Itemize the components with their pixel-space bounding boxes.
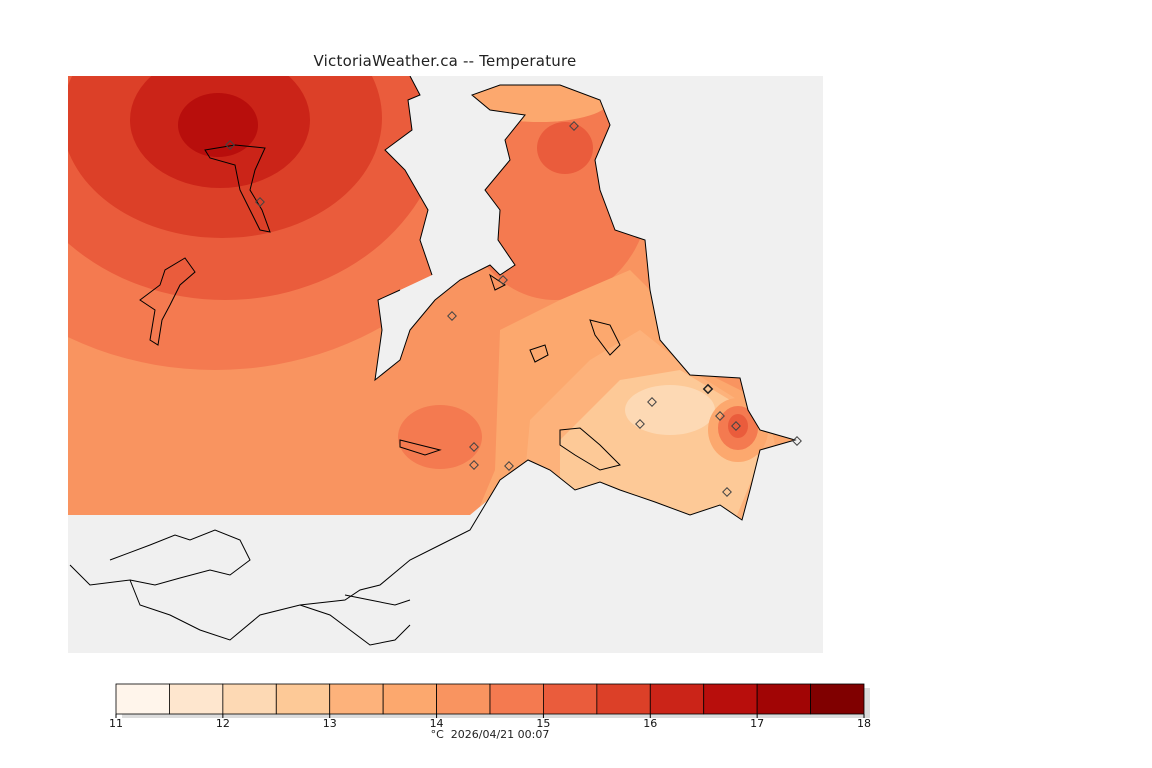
temperature-contours <box>68 76 795 520</box>
legend-tick-label: 14 <box>430 717 444 730</box>
station-marker <box>722 487 732 497</box>
color-legend: 11 12 13 14 15 16 17 18 <box>109 683 871 730</box>
station-marker <box>569 121 579 131</box>
legend-swatch <box>222 683 277 715</box>
legend-swatch <box>756 683 811 715</box>
legend-swatch <box>275 683 331 715</box>
legend-unit: °C <box>430 728 444 741</box>
coastlines <box>69 76 797 646</box>
legend-tick-label: 16 <box>643 717 657 730</box>
stations <box>225 121 802 497</box>
legend-tick-label: 12 <box>216 717 230 730</box>
legend-tick-label: 13 <box>323 717 337 730</box>
station-marker <box>715 411 725 421</box>
legend-tick-label: 17 <box>750 717 764 730</box>
legend-swatch <box>703 683 758 715</box>
station-marker <box>792 436 802 446</box>
legend-swatch <box>382 683 437 715</box>
contour-17 <box>178 93 258 157</box>
legend-swatch <box>810 683 865 715</box>
station-marker <box>504 461 514 471</box>
legend-timestamp: 2026/04/21 00:07 <box>450 728 550 741</box>
map-title: VictoriaWeather.ca -- Temperature <box>313 52 577 70</box>
legend-caption: °C 2026/04/21 00:07 <box>0 728 980 741</box>
contour-north-15-5 <box>537 122 593 174</box>
station-marker <box>731 421 741 431</box>
station-marker <box>702 383 714 395</box>
legend-swatch <box>489 683 544 715</box>
contour-local-15 <box>398 405 482 469</box>
station-marker <box>635 419 645 429</box>
contour-east-12-5 <box>625 385 715 435</box>
station-marker <box>225 140 235 150</box>
station-marker <box>469 442 479 452</box>
legend-tick-label: 18 <box>857 717 871 730</box>
legend-tick-label: 15 <box>536 717 550 730</box>
legend-tick-label: 11 <box>109 717 123 730</box>
station-marker <box>498 275 508 285</box>
station-marker <box>447 311 457 321</box>
legend-swatch <box>115 683 170 715</box>
station-marker <box>647 397 657 407</box>
legend-swatch <box>649 683 705 715</box>
station-marker <box>255 197 265 207</box>
legend-swatch <box>169 683 224 715</box>
legend-swatch <box>329 683 384 715</box>
legend-swatch <box>436 683 491 715</box>
station-marker <box>469 460 479 470</box>
contour-hot-16 <box>728 414 748 438</box>
legend-swatch <box>543 683 598 715</box>
legend-swatch <box>596 683 651 715</box>
